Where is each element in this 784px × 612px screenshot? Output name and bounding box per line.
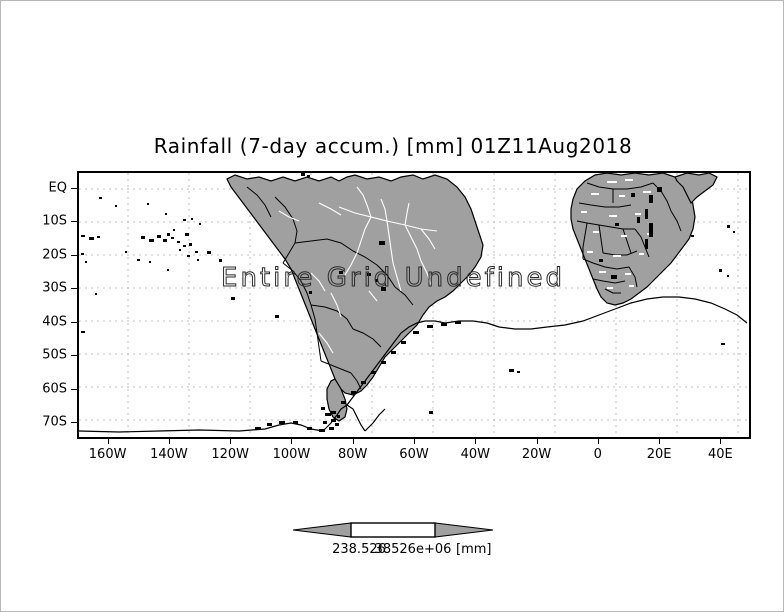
y-axis-label: 70S (42, 414, 67, 430)
x-axis-label: 0 (593, 447, 602, 462)
x-axis-tick (107, 439, 109, 444)
x-axis-label: 80W (338, 447, 368, 462)
x-axis-label: 20W (521, 447, 552, 462)
world-map-graphic (79, 173, 749, 437)
x-axis-label: 40E (707, 447, 733, 462)
river-network (278, 186, 438, 380)
y-axis-label: 30S (42, 280, 67, 296)
colorbar-max-label: 38526e+06 (374, 542, 452, 557)
x-axis-label: 100W (272, 447, 311, 462)
x-axis-label: 60W (399, 447, 429, 462)
x-axis-label: 160W (88, 447, 127, 462)
colorbar-unit-label: [mm] (456, 542, 492, 557)
x-axis-tick (291, 439, 293, 444)
y-axis-label: 50S (42, 347, 67, 363)
x-axis-tick (536, 439, 538, 444)
y-axis-tick (71, 321, 77, 323)
africa-landmass (570, 173, 718, 306)
x-axis-label: 20E (646, 447, 672, 462)
y-axis-label: 10S (42, 213, 67, 229)
x-axis-tick (352, 439, 354, 444)
x-axis-tick (168, 439, 170, 444)
x-axis-tick (414, 439, 415, 444)
x-axis-tick (659, 439, 661, 444)
y-axis-tick (71, 221, 77, 223)
map-plot-area (77, 171, 751, 439)
x-axis-label: 40W (460, 447, 490, 462)
y-axis-tick (71, 254, 77, 256)
y-axis-label: 20S (42, 247, 67, 263)
south-america-country-borders (246, 186, 414, 390)
page-title: Rainfall (7-day accum.) [mm] 01Z11Aug201… (153, 134, 633, 158)
interior-features (185, 233, 386, 318)
x-axis-label: 140W (150, 447, 188, 462)
y-axis-tick (71, 388, 77, 390)
y-axis-tick (71, 288, 77, 290)
colorbar-fill-box (350, 522, 436, 538)
y-axis-label: 40S (42, 314, 67, 330)
south-america-landmass (226, 174, 484, 430)
y-axis-tick (71, 422, 77, 424)
colorbar-right-arrow (434, 522, 493, 538)
x-axis-tick (475, 439, 477, 444)
y-axis-label: 60S (42, 381, 67, 397)
x-axis-tick (720, 439, 722, 444)
x-axis-label: 120W (211, 447, 250, 462)
x-axis-tick (597, 439, 599, 444)
antarctic-coastal-specks (255, 321, 461, 432)
colorbar-left-arrow (293, 522, 352, 538)
colorbar-min-label: 238.526 (332, 542, 386, 557)
rift-lakes (599, 187, 662, 279)
x-axis-tick (230, 439, 232, 444)
colorbar[interactable] (293, 519, 493, 541)
y-axis-tick (71, 187, 77, 189)
antarctic-coastline (79, 296, 748, 433)
y-axis-label: EQ (48, 180, 67, 196)
y-axis-tick (71, 355, 77, 357)
